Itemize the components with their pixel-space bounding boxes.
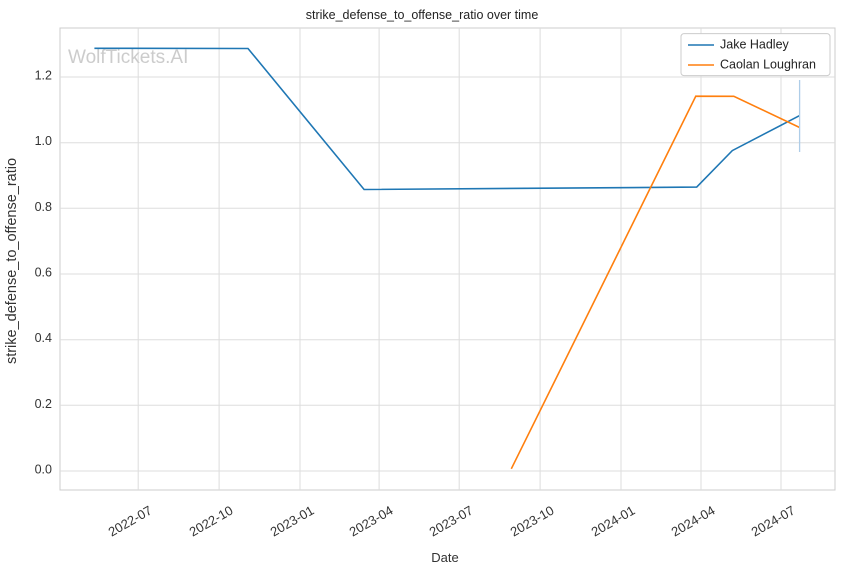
svg-text:1.0: 1.0 [35,134,52,148]
svg-text:2022-07: 2022-07 [106,503,155,540]
svg-text:0.6: 0.6 [35,266,52,280]
svg-text:2024-01: 2024-01 [589,503,638,540]
svg-text:2023-07: 2023-07 [427,503,476,540]
svg-text:2024-07: 2024-07 [749,503,798,540]
svg-text:Date: Date [431,550,458,565]
svg-text:1.2: 1.2 [35,69,52,83]
svg-text:2023-10: 2023-10 [508,503,557,540]
svg-text:strike_defense_to_offense_rati: strike_defense_to_offense_ratio [4,158,20,364]
svg-text:0.8: 0.8 [35,200,52,214]
svg-text:0.4: 0.4 [35,331,52,345]
svg-text:2023-04: 2023-04 [347,503,396,540]
svg-text:Jake Hadley: Jake Hadley [720,38,790,52]
svg-text:0.0: 0.0 [35,463,52,477]
svg-text:Caolan Loughran: Caolan Loughran [720,58,816,72]
svg-text:WolfTickets.AI: WolfTickets.AI [68,47,188,68]
svg-text:2023-01: 2023-01 [268,503,317,540]
svg-text:2022-10: 2022-10 [187,503,236,540]
svg-text:0.2: 0.2 [35,397,52,411]
svg-text:2024-04: 2024-04 [669,503,718,540]
